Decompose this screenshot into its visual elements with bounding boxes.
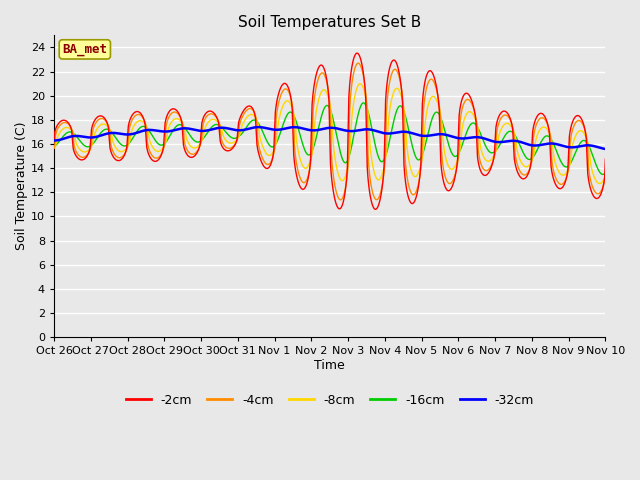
Text: BA_met: BA_met (62, 43, 108, 56)
Legend: -2cm, -4cm, -8cm, -16cm, -32cm: -2cm, -4cm, -8cm, -16cm, -32cm (120, 389, 539, 412)
Title: Soil Temperatures Set B: Soil Temperatures Set B (238, 15, 421, 30)
Y-axis label: Soil Temperature (C): Soil Temperature (C) (15, 122, 28, 251)
X-axis label: Time: Time (314, 359, 345, 372)
